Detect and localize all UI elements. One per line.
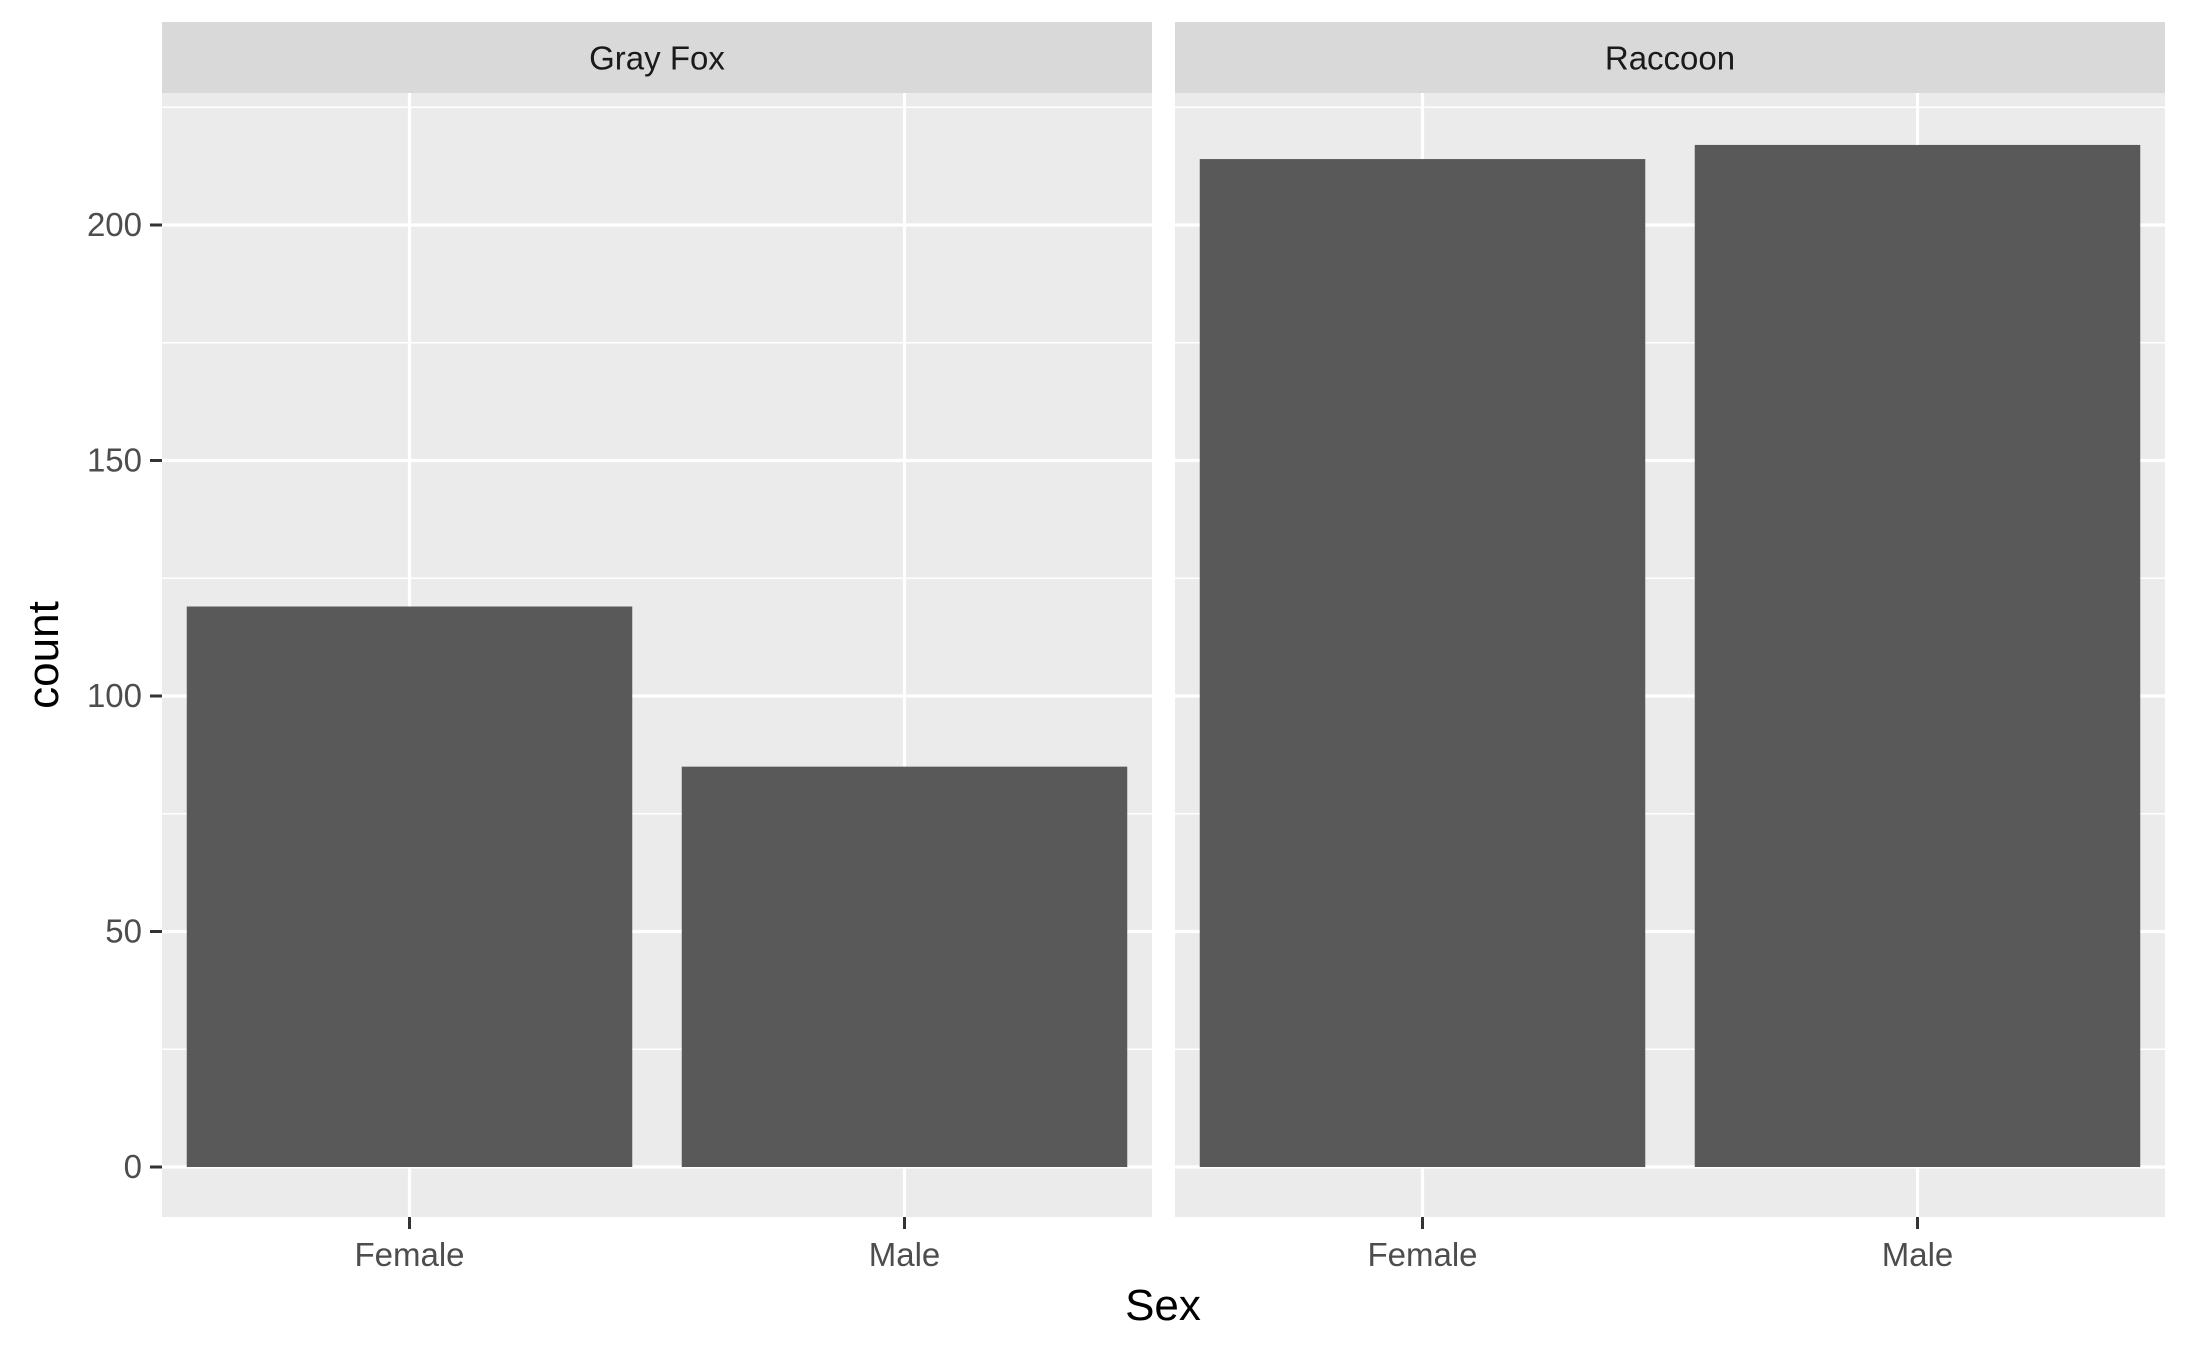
bar-female — [186, 606, 633, 1167]
x-tick-label: Female — [354, 1236, 464, 1273]
x-axis-title: Sex — [1125, 1281, 1201, 1330]
bar-male — [1694, 144, 2141, 1167]
facet-panel: Raccoon Female Male — [1175, 22, 2165, 1273]
y-tick-label: 100 — [87, 677, 142, 714]
facet-strip — [162, 22, 1152, 93]
y-axis: 0 50 100 150 200 — [87, 206, 162, 1185]
panels-layer: Gray Fox Female Male Raccoon Female Male — [162, 22, 2165, 1273]
y-tick-label: 150 — [87, 442, 142, 479]
x-tick-label: Male — [869, 1236, 941, 1273]
y-tick-label: 50 — [105, 913, 142, 950]
x-tick-label: Female — [1367, 1236, 1477, 1273]
bar-male — [681, 766, 1128, 1167]
y-axis-title: count — [19, 601, 68, 709]
bar-female — [1199, 159, 1646, 1167]
y-tick-label: 0 — [124, 1148, 142, 1185]
y-tick-label: 200 — [87, 206, 142, 243]
facet-strip — [1175, 22, 2165, 93]
facet-title: Gray Fox — [589, 40, 725, 77]
x-tick-label: Male — [1882, 1236, 1954, 1273]
facet-panel: Gray Fox Female Male — [162, 22, 1152, 1273]
facet-title: Raccoon — [1605, 40, 1735, 77]
